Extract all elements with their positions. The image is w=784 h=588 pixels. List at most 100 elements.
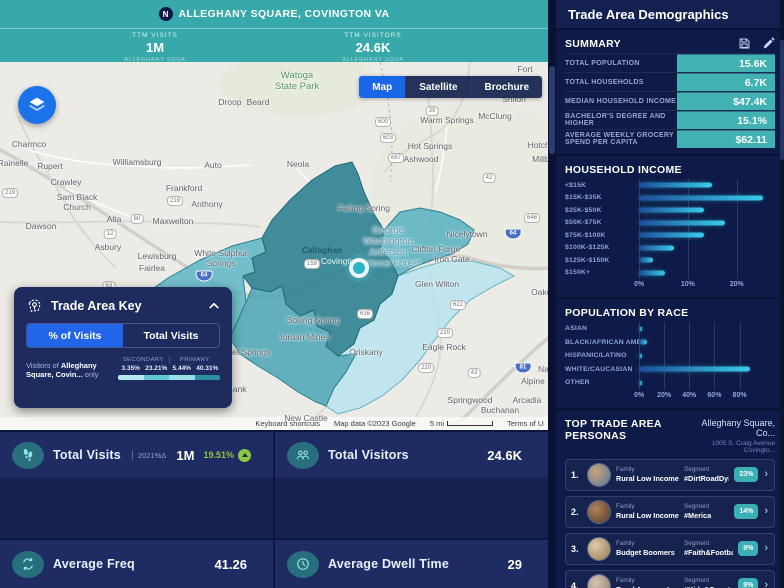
map-type-brochure-button[interactable]: Brochure [470, 76, 542, 98]
chart-row-plot [639, 376, 771, 390]
scale-ruler [447, 421, 493, 426]
chart-row-label: WHITE/CAUCASIAN [565, 365, 633, 373]
persona-family-value: Rural Average Income [616, 585, 679, 588]
map-type-satellite-button[interactable]: Satellite [405, 76, 471, 98]
save-icon[interactable] [738, 37, 751, 50]
persona-family-value: Budget Boomers [616, 548, 675, 557]
map-label: Oakdale [531, 287, 548, 298]
gridline [689, 322, 691, 390]
map-label: Warm Springs [420, 115, 474, 126]
keyboard-shortcuts-link[interactable]: Keyboard shortcuts [255, 419, 320, 428]
map-label: Natu [538, 364, 548, 375]
brand-logo: N [158, 7, 173, 21]
metric-name: Total Visits [53, 448, 121, 462]
chart-row: HISPANIC/LATINO [565, 349, 775, 363]
trade-area-key-title: Trade Area Key [51, 298, 142, 313]
marker-dot [353, 262, 365, 274]
chart-bar [639, 257, 654, 263]
route-shield: 600 [374, 117, 392, 127]
up-arrow-icon [241, 453, 248, 457]
axis-tick-label: 80% [732, 391, 747, 399]
chart-axis: 0% 10% 20% [634, 279, 771, 291]
axis-tick-label: 0% [633, 391, 645, 399]
collapse-chevron-up-icon[interactable] [208, 301, 220, 310]
terms-link[interactable]: Terms of Use [507, 419, 544, 428]
legend-segment-swatch [169, 375, 195, 380]
persona-segment-value: #Faith&Football [684, 548, 734, 557]
map-label: Beard [246, 97, 270, 108]
edit-pencil-icon[interactable] [762, 37, 775, 50]
summary-row: MEDIAN HOUSEHOLD INCOME $47.4K [565, 91, 775, 110]
visitors-icon [287, 441, 319, 469]
route-shield: 12 [103, 229, 117, 239]
persona-percent-badge: 23% [734, 467, 759, 482]
property-title: ALLEGHANY SQUARE, COVINGTON VA [178, 8, 390, 20]
trade-area-map[interactable]: Fort LewisShilohWatoga State ParkDroopBe… [0, 62, 548, 430]
chart-row-plot [639, 204, 771, 217]
left-section: N ALLEGHANY SQUARE, COVINGTON VA TTM VIS… [0, 0, 548, 588]
chart-row-label: $75K-$100K [565, 231, 606, 239]
chart-row-label: HISPANIC/LATINO [565, 352, 627, 360]
chart-row: ASIAN [565, 322, 775, 336]
chevron-right-icon[interactable]: › [764, 468, 768, 480]
chart-row-label: $35K-$50K [565, 206, 602, 214]
total-visitors-card: Total Visitors 24.6K [275, 432, 548, 478]
trade-area-key-icon [28, 299, 41, 312]
tab-pct-of-visits[interactable]: % of Visits [27, 324, 123, 347]
right-scrollbar-thumb[interactable] [780, 40, 784, 160]
persona-row[interactable]: 1. Family Rural Low Income Segment #DirtRoad… [565, 458, 775, 491]
route-shield: 42 [482, 173, 496, 183]
population-by-race-title: POPULATION BY RACE [565, 306, 689, 319]
chart-row-label: <$15K [565, 181, 587, 189]
map-label: Glen Wilton [415, 279, 459, 290]
chevron-right-icon[interactable]: › [764, 542, 768, 554]
persona-row[interactable]: 2. Family Rural Low Income Segment #Merica 14… [565, 495, 775, 528]
route-shield: 219 [1, 188, 19, 198]
chevron-right-icon[interactable]: › [764, 505, 768, 517]
map-label: Rupert [37, 161, 63, 172]
ttm-visits-label: TTM VISITS [132, 32, 178, 39]
persona-row[interactable]: 3. Family Budget Boomers Segment #Faith&Foot… [565, 532, 775, 565]
chart-row-plot [639, 242, 771, 255]
chevron-right-icon[interactable]: › [764, 579, 768, 588]
map-label: Crawley [50, 177, 82, 188]
persona-percent-badge: 9% [738, 578, 759, 588]
map-type-control: Map Satellite Brochure [359, 76, 542, 98]
gridline [739, 322, 741, 390]
household-income-chart: <$15K $15K-$35K $35K-$50K $50K-$75K $75K-$10… [565, 179, 775, 291]
route-shield: 220 [417, 363, 435, 373]
summary-row-label: TOTAL HOUSEHOLDS [565, 78, 644, 86]
map-label: Alta [106, 214, 122, 225]
summary-row-value: 6.7K [677, 73, 775, 91]
chart-row-label: $15K-$35K [565, 194, 602, 202]
map-label: Jordan Mines [278, 332, 330, 343]
chart-row: $100K-$125K [565, 242, 775, 255]
persona-segment: Segment#Faith&Football [684, 540, 733, 557]
chart-bar [639, 220, 725, 226]
tab-total-visits[interactable]: Total Visits [143, 329, 199, 342]
average-dwell-time-card: Average Dwell Time 29 [275, 540, 548, 588]
household-income-title: HOUSEHOLD INCOME [565, 163, 682, 176]
metric-name: Total Visitors [328, 448, 409, 462]
chart-bar [639, 195, 763, 201]
route-shield: 622 [449, 300, 467, 310]
chart-row-plot [639, 322, 771, 336]
map-layers-button[interactable] [18, 86, 56, 124]
layers-icon [29, 97, 45, 111]
map-label: White Sulphur Springs [194, 248, 248, 268]
trade-area-key-panel: Trade Area Key % of Visits Total Visits … [14, 287, 232, 408]
summary-title: SUMMARY [565, 37, 621, 50]
map-type-map-button[interactable]: Map [359, 76, 406, 98]
chart-row: $50K-$75K [565, 217, 775, 230]
property-location-marker[interactable] [349, 258, 369, 278]
chart-bar [639, 380, 642, 386]
map-label: Maxwelton [152, 216, 194, 227]
left-scrollbar-thumb[interactable] [549, 66, 555, 154]
trade-area-primary [242, 161, 399, 357]
persona-segment-label: Segment [684, 466, 710, 473]
metric-delta: 19.51% [203, 448, 261, 462]
chart-row-plot [639, 217, 771, 230]
chart-row-label: $100K-$125K [565, 244, 610, 252]
map-scale: 5 mi [430, 419, 493, 428]
